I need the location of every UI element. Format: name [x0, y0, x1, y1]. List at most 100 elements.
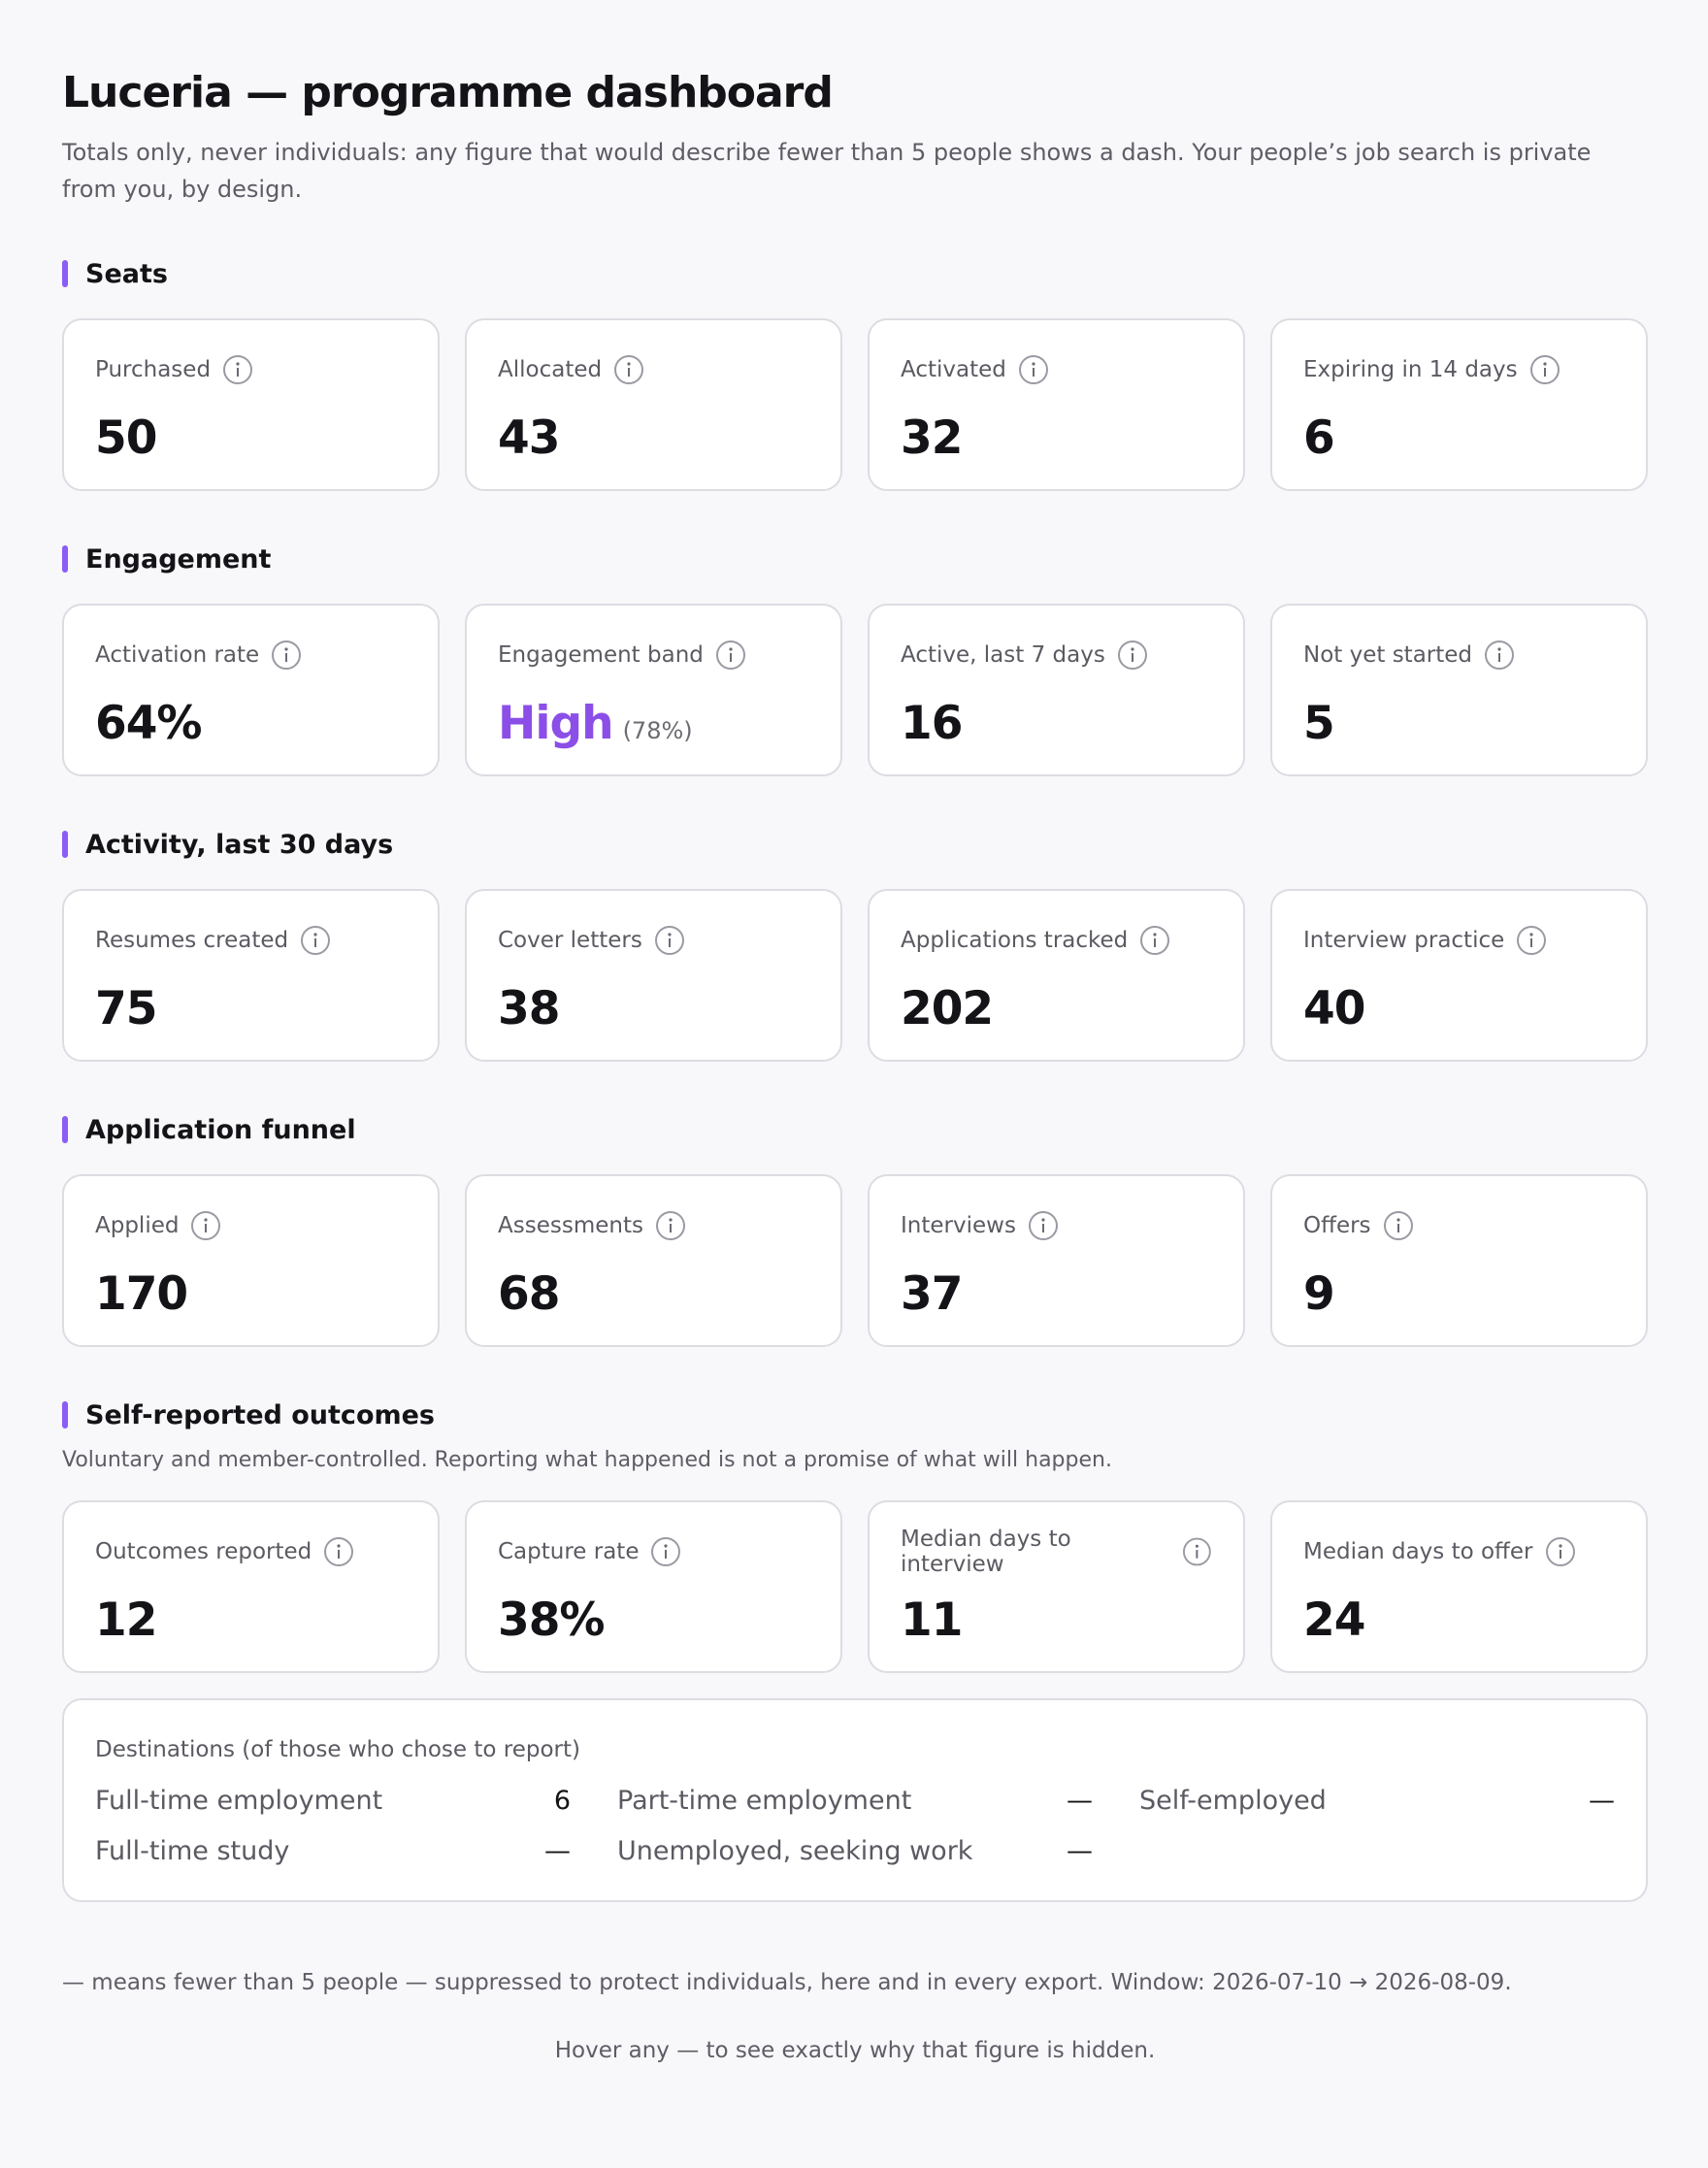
card-grid: Purchased 50 Allocated 43 Activated 32 Expirin… — [62, 318, 1648, 491]
stat-card: Offers 9 — [1270, 1174, 1648, 1347]
info-icon[interactable] — [1018, 354, 1049, 385]
stat-card: Cover letters 38 — [465, 889, 842, 1062]
info-icon[interactable] — [650, 1536, 681, 1567]
stat-label-row: Active, last 7 days — [901, 639, 1212, 672]
stat-value-row: 16 — [901, 697, 1212, 751]
section-title: Engagement — [62, 540, 1648, 578]
info-icon[interactable] — [323, 1536, 354, 1567]
info-icon[interactable] — [1028, 1210, 1059, 1241]
stat-card: Median days to interview 11 — [868, 1500, 1245, 1673]
info-icon[interactable] — [613, 354, 644, 385]
stat-card: Median days to offer 24 — [1270, 1500, 1648, 1673]
destination-label: Full-time study — [95, 1836, 290, 1866]
stat-card: Resumes created 75 — [62, 889, 440, 1062]
stat-value-row: 37 — [901, 1267, 1212, 1322]
stat-label-row: Offers — [1303, 1209, 1615, 1242]
stat-card: Allocated 43 — [465, 318, 842, 491]
stat-card: Purchased 50 — [62, 318, 440, 491]
stat-value: 9 — [1303, 1267, 1335, 1321]
stat-value-row: 40 — [1303, 982, 1615, 1036]
section-note: Voluntary and member-controlled. Reporti… — [62, 1448, 1112, 1472]
section-title: Application funnel — [62, 1110, 1648, 1149]
stat-value-row: 64% — [95, 697, 407, 751]
stat-label-row: Not yet started — [1303, 639, 1615, 672]
section: Seats Purchased 50 Allocated 43 Activated 32 Ex… — [62, 254, 1648, 491]
stat-label-row: Interview practice — [1303, 924, 1615, 957]
stat-value-row: 68 — [498, 1267, 809, 1322]
destination-value: — — [1067, 1836, 1093, 1866]
info-icon[interactable] — [1117, 640, 1148, 671]
stat-card: Not yet started 5 — [1270, 604, 1648, 776]
info-icon[interactable] — [1182, 1536, 1212, 1567]
sections: Seats Purchased 50 Allocated 43 Activated 32 Ex… — [62, 254, 1648, 1673]
info-icon[interactable] — [1484, 640, 1515, 671]
destination-item: Self-employed — — [1139, 1784, 1615, 1819]
destination-label: Unemployed, seeking work — [617, 1836, 973, 1866]
destination-item: Full-time employment 6 — [95, 1784, 571, 1819]
destinations-title: Destinations (of those who chose to repo… — [95, 1737, 580, 1762]
section: Engagement Activation rate 64% Engagement b… — [62, 540, 1648, 776]
info-icon[interactable] — [300, 925, 331, 956]
stat-label: Allocated — [498, 357, 603, 382]
stat-value-row: 9 — [1303, 1267, 1615, 1322]
stat-card: Assessments 68 — [465, 1174, 842, 1347]
destination-item: Unemployed, seeking work — — [617, 1834, 1093, 1869]
stat-label-row: Median days to offer — [1303, 1535, 1615, 1568]
stat-label-row: Activation rate — [95, 639, 407, 672]
destination-item: Full-time study — — [95, 1834, 571, 1869]
stat-card: Expiring in 14 days 6 — [1270, 318, 1648, 491]
stat-label-row: Purchased — [95, 353, 407, 386]
stat-label-row: Capture rate — [498, 1535, 809, 1568]
info-icon[interactable] — [1516, 925, 1547, 956]
info-icon[interactable] — [1139, 925, 1170, 956]
stat-label-row: Outcomes reported — [95, 1535, 407, 1568]
stat-value: 16 — [901, 697, 963, 750]
page-title: Luceria — programme dashboard — [62, 68, 834, 117]
destination-value: — — [1589, 1786, 1615, 1816]
stat-value: 12 — [95, 1593, 157, 1647]
info-icon[interactable] — [654, 925, 685, 956]
stat-label-row: Assessments — [498, 1209, 809, 1242]
info-icon[interactable] — [1545, 1536, 1576, 1567]
stat-label: Applications tracked — [901, 928, 1129, 953]
stat-value: 37 — [901, 1267, 963, 1321]
stat-label: Engagement band — [498, 642, 704, 668]
stat-card: Interviews 37 — [868, 1174, 1245, 1347]
stat-value-row: 202 — [901, 982, 1212, 1036]
stat-value-row: 38% — [498, 1593, 809, 1648]
card-grid: Applied 170 Assessments 68 Interviews 37 Offer… — [62, 1174, 1648, 1347]
stat-label-row: Engagement band — [498, 639, 809, 672]
stat-value-row: 6 — [1303, 411, 1615, 466]
destination-label: Full-time employment — [95, 1786, 383, 1816]
stat-label-row: Cover letters — [498, 924, 809, 957]
stat-label-row: Applied — [95, 1209, 407, 1242]
info-icon[interactable] — [190, 1210, 221, 1241]
stat-value: 202 — [901, 982, 994, 1035]
stat-detail: (78%) — [622, 717, 693, 744]
stat-value: 170 — [95, 1267, 188, 1321]
destination-label: Self-employed — [1139, 1786, 1327, 1816]
stat-value-row: 11 — [901, 1593, 1212, 1648]
info-icon[interactable] — [1529, 354, 1560, 385]
stat-value: 11 — [901, 1593, 963, 1647]
stat-label-row: Interviews — [901, 1209, 1212, 1242]
stat-value-row: 5 — [1303, 697, 1615, 751]
info-icon[interactable] — [222, 354, 253, 385]
info-icon[interactable] — [271, 640, 302, 671]
destination-item: Part-time employment — — [617, 1784, 1093, 1819]
stat-label: Interviews — [901, 1213, 1016, 1238]
stat-label-row: Resumes created — [95, 924, 407, 957]
info-icon[interactable] — [1383, 1210, 1414, 1241]
footnote: — means fewer than 5 people — suppressed… — [62, 1970, 1512, 1995]
stat-label-row: Expiring in 14 days — [1303, 353, 1615, 386]
info-icon[interactable] — [655, 1210, 686, 1241]
stat-card: Applications tracked 202 — [868, 889, 1245, 1062]
info-icon[interactable] — [715, 640, 746, 671]
stat-card: Engagement band High (78%) — [465, 604, 842, 776]
card-grid: Resumes created 75 Cover letters 38 Applicat… — [62, 889, 1648, 1062]
stat-label: Not yet started — [1303, 642, 1473, 668]
destinations-grid: Full-time employment 6 Part-time employmen… — [95, 1784, 1615, 1869]
stat-label: Activated — [901, 357, 1006, 382]
destination-value: 6 — [553, 1786, 571, 1816]
